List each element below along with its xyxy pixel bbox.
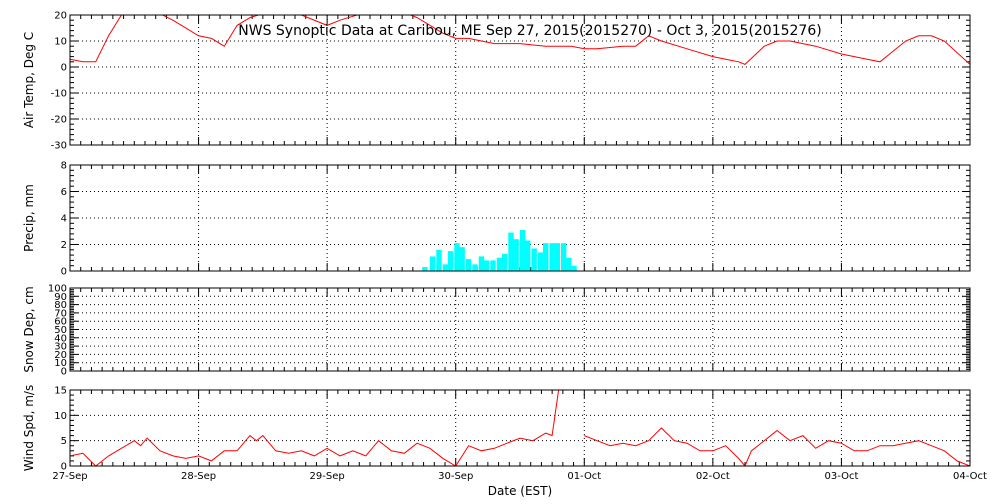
precip-bar	[436, 249, 442, 271]
frame-precip	[69, 164, 971, 272]
chart-title: NWS Synoptic Data at Caribou, ME Sep 27,…	[238, 23, 821, 39]
ytick-label-snowdep: 30	[54, 342, 67, 353]
precip-bar	[454, 243, 460, 271]
ytick-label-snowdep: 80	[54, 300, 67, 311]
precip-bar	[525, 240, 531, 271]
ylabel-snowdep: Snow Dep, cm	[22, 286, 36, 372]
precip-bar	[483, 260, 490, 271]
xtick-label: 30-Sep	[438, 471, 473, 482]
ytick-label-precip: 4	[61, 214, 67, 225]
precip-bar	[554, 243, 560, 271]
ytick-label-airtemp: 0	[61, 63, 67, 74]
precip-bar	[501, 253, 508, 271]
series-line-windspd-1	[584, 427, 970, 466]
precip-bar	[571, 265, 577, 271]
ytick-label-airtemp: -10	[51, 89, 67, 100]
data-group-windspd	[70, 390, 970, 466]
precip-bar	[531, 248, 537, 271]
precip-bar	[490, 260, 496, 271]
panel-windspd: 0 5 10 15 Wind Spd, m/s 27-Sep 28-Sep 29-Sep 30-…	[22, 385, 987, 498]
ytick-label-snowdep: 20	[54, 350, 67, 361]
xtick-label: 29-Sep	[310, 471, 345, 482]
precip-bar	[561, 243, 567, 271]
data-group-airtemp	[70, 15, 970, 65]
ytick-label-airtemp: 10	[54, 37, 67, 48]
ytick-label-precip: 2	[61, 240, 67, 251]
xtick-label: 28-Sep	[181, 471, 216, 482]
ytick-label-snowdep: 100	[48, 284, 67, 295]
ytick-label-snowdep: 90	[54, 292, 67, 303]
frame-windspd	[69, 389, 971, 467]
data-group-precip	[422, 229, 577, 271]
precip-bar	[442, 264, 449, 271]
ytick-label-airtemp: -30	[51, 141, 67, 152]
xtick-label: 03-Oct	[824, 471, 858, 482]
precip-bar	[513, 239, 519, 271]
ytick-label-precip: 8	[61, 161, 67, 172]
frame-snowdep	[69, 287, 971, 372]
precip-bar	[549, 243, 555, 271]
series-line-airtemp-0	[70, 15, 970, 65]
precip-bar	[543, 243, 549, 271]
precip-bar	[508, 232, 514, 271]
precip-bar	[566, 257, 572, 271]
panel-airtemp: -30 -20 -10 0 10 20 Air Temp, Deg C	[22, 11, 971, 152]
ytick-label-snowdep: 0	[61, 367, 67, 378]
ytick-label-snowdep: 40	[54, 333, 67, 344]
frame-airtemp	[69, 14, 971, 146]
ytick-label-windspd: 10	[54, 411, 67, 422]
xtick-label: 27-Sep	[52, 471, 87, 482]
precip-bar	[519, 229, 526, 271]
precip-bar	[472, 264, 478, 271]
xtick-label: 02-Oct	[696, 471, 730, 482]
precip-bar	[447, 251, 454, 271]
ylabel-windspd: Wind Spd, m/s	[22, 385, 36, 471]
precip-bar	[429, 256, 436, 271]
ytick-label-windspd: 0	[61, 462, 67, 473]
ylabel-airtemp: Air Temp, Deg C	[22, 32, 36, 128]
xtick-label: 04-Oct	[953, 471, 987, 482]
ytick-label-precip: 0	[61, 267, 67, 278]
ytick-label-snowdep: 70	[54, 308, 67, 319]
series-line-windspd-0	[70, 390, 560, 466]
precip-bar	[459, 247, 465, 271]
precip-bar	[465, 259, 472, 271]
precip-bar	[496, 257, 503, 271]
precip-bar	[478, 256, 485, 271]
precip-bar	[537, 252, 544, 271]
ytick-label-airtemp: 20	[54, 11, 67, 22]
ytick-label-snowdep: 10	[54, 358, 67, 369]
ytick-label-precip: 6	[61, 187, 67, 198]
ytick-label-snowdep: 60	[54, 317, 67, 328]
panel-precip: 0 2 4 6 8 Precip, mm	[22, 161, 971, 278]
precip-bar	[422, 267, 428, 271]
xtick-label: 01-Oct	[567, 471, 601, 482]
xlabel: Date (EST)	[488, 484, 552, 498]
ytick-label-windspd: 15	[54, 386, 67, 397]
ytick-label-snowdep: 50	[54, 325, 67, 336]
ytick-label-airtemp: -20	[51, 115, 67, 126]
ylabel-precip: Precip, mm	[22, 184, 36, 252]
ytick-label-windspd: 5	[61, 436, 67, 447]
